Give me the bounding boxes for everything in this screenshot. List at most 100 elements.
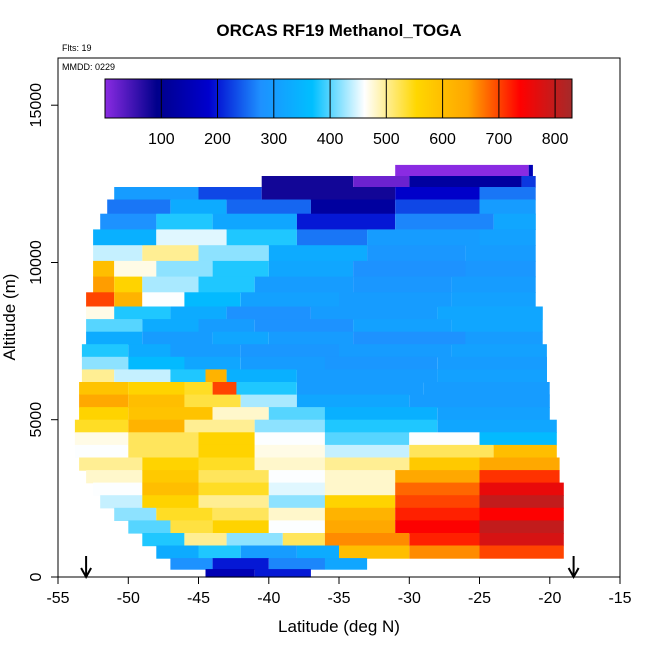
heatmap-cell (184, 394, 241, 408)
heatmap-cell (184, 419, 255, 433)
heatmap-cell (128, 394, 185, 408)
colorbar-tick-label: 500 (373, 131, 400, 148)
heatmap-cell (324, 444, 410, 459)
x-tick-label: -45 (187, 590, 210, 607)
heatmap-cell (226, 369, 297, 383)
heatmap-cell (353, 176, 410, 188)
heatmap-cell (93, 482, 143, 496)
heatmap-cell (324, 507, 396, 521)
heatmap-cell (212, 382, 237, 396)
heatmap-cell (451, 344, 547, 358)
heatmap-cell (170, 558, 213, 570)
heatmap-cell (236, 382, 297, 396)
heatmap-cell (528, 164, 533, 177)
heatmap-cell (81, 356, 129, 370)
heatmap-cell (353, 260, 466, 278)
colorbar-tick-label: 200 (204, 131, 231, 148)
heatmap-cell (128, 382, 185, 396)
heatmap-cell (296, 213, 396, 230)
heatmap-cell (451, 319, 543, 333)
heatmap-cell (212, 407, 269, 421)
colorbar: 100 200 300 400 500 600 700 800 (104, 78, 573, 148)
heatmap-cell (100, 213, 157, 230)
colorbar-tick-label: 700 (486, 131, 513, 148)
heatmap-cell (409, 444, 494, 459)
heatmap-cell (395, 507, 480, 521)
y-tick-label: 15000 (28, 83, 45, 128)
y-axis-label: Altitude (m) (0, 274, 19, 361)
heatmap-cell (198, 545, 241, 559)
heatmap-cell (395, 187, 480, 201)
heatmap-cell (142, 292, 185, 308)
heatmap-cell (409, 394, 550, 408)
heatmap-cell (184, 533, 227, 547)
heatmap-cell (479, 470, 560, 484)
heatmap-cell (254, 419, 325, 433)
y-tick-label: 0 (28, 572, 45, 581)
heatmap-cell (114, 187, 199, 201)
heatmap-cell (367, 229, 480, 246)
heatmap-cell (240, 545, 297, 559)
heatmap-cell (205, 569, 255, 578)
heatmap-cell (114, 306, 171, 320)
heatmap-cell (198, 482, 269, 496)
heatmap-cell (212, 260, 269, 278)
heatmap-cell (353, 319, 452, 333)
heatmap-cell (128, 444, 199, 459)
heatmap-cell (451, 292, 536, 308)
heatmap-cell (226, 229, 297, 246)
heatmap-cell (310, 199, 396, 215)
heatmap-cell (268, 470, 325, 484)
heatmap-cell (324, 558, 368, 570)
heatmap-cell (86, 306, 115, 320)
heatmap-cell (81, 344, 129, 358)
heatmap-cell (212, 558, 269, 570)
heatmap-cell (198, 276, 255, 293)
heatmap-cell (74, 444, 129, 459)
heatmap-cell (409, 457, 480, 471)
heatmap-cell (114, 369, 171, 383)
heatmap-cell (261, 187, 396, 201)
heatmap-cell (423, 382, 550, 396)
heatmap-cell (324, 419, 438, 433)
heatmap-cell (268, 245, 368, 262)
heatmap-cell (409, 432, 480, 446)
heatmap-cell (212, 331, 269, 345)
heatmap-cell (79, 407, 129, 421)
heatmap-cell (339, 344, 452, 358)
heatmap-cell (479, 457, 560, 471)
heatmap-cell (240, 356, 325, 370)
heatmap-cell (437, 306, 543, 320)
heatmap-cell (114, 260, 157, 278)
heatmap-cell (479, 482, 564, 496)
heatmap-cell (437, 419, 557, 433)
heatmap-cell (93, 276, 115, 293)
heatmap-cell (479, 520, 564, 534)
x-tick-label: -20 (538, 590, 561, 607)
heatmap-cell (395, 470, 480, 484)
heatmap-cell (142, 457, 199, 471)
chart-title: ORCAS RF19 Methanol_TOGA (216, 21, 461, 40)
heatmap-cell (409, 176, 522, 188)
heatmap-cell (170, 306, 227, 320)
heatmap-cell (324, 470, 396, 484)
heatmap-cell (324, 407, 438, 421)
heatmap-cell (93, 260, 115, 278)
heatmap-cell (353, 331, 466, 345)
heatmap-cell (114, 292, 143, 308)
heatmap-cell (254, 432, 325, 446)
heatmap-cell (324, 495, 396, 509)
heatmap-cell (128, 419, 185, 433)
heatmap-cell (296, 382, 424, 396)
heatmap-cell (437, 407, 550, 421)
heatmap-cell (296, 545, 339, 559)
heatmap-cell (81, 369, 115, 383)
heatmap-cell (324, 520, 396, 534)
x-tick-label: -30 (398, 590, 421, 607)
heatmap-cell (198, 495, 269, 509)
y-tick-label: 5000 (28, 402, 45, 438)
heatmap-cell (86, 470, 143, 484)
heatmap-cell (128, 432, 199, 446)
x-tick-label: -55 (46, 590, 69, 607)
